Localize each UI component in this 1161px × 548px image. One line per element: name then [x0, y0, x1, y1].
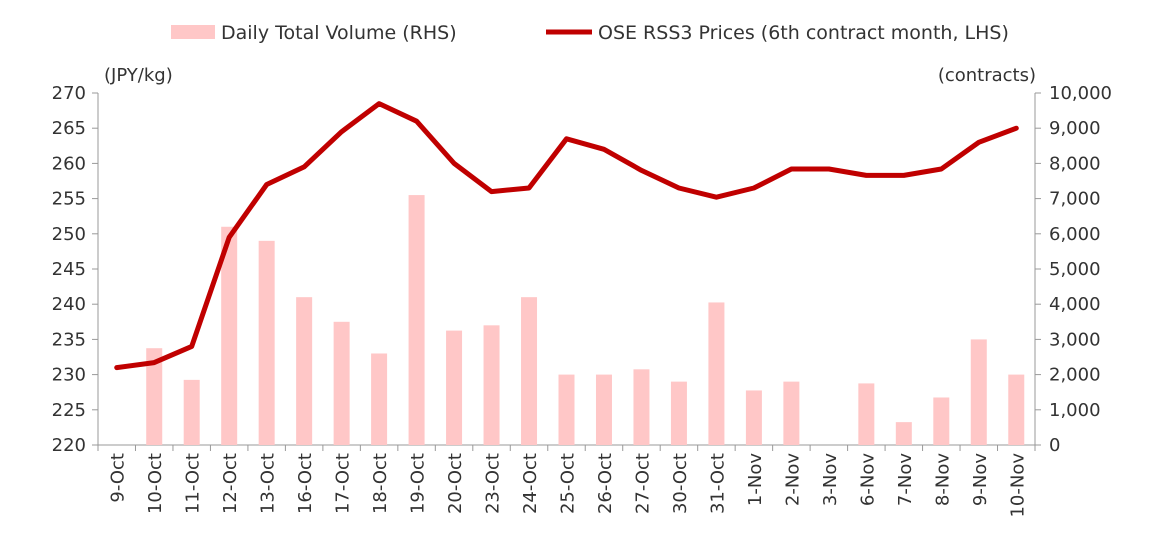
x-tick-label: 9-Oct [108, 453, 129, 503]
x-tick-label: 16-Oct [295, 453, 316, 514]
y-left-tick-label: 260 [52, 153, 86, 174]
volume-bar [670, 381, 687, 445]
y-right-tick-label: 8,000 [1049, 153, 1101, 174]
x-tick-label: 9-Nov [970, 453, 991, 506]
y-right-tick-label: 2,000 [1049, 365, 1101, 386]
volume-bar [708, 302, 725, 445]
volume-bar [258, 240, 275, 445]
legend-swatch-volume [171, 25, 215, 39]
x-tick-label: 7-Nov [895, 453, 916, 506]
volume-bar [783, 381, 800, 445]
y-right-tick-label: 9,000 [1049, 118, 1101, 139]
volume-bar [296, 297, 313, 445]
y-right-tick-label: 3,000 [1049, 329, 1101, 350]
x-tick-label: 8-Nov [932, 453, 953, 506]
x-tick-label: 30-Oct [670, 453, 691, 514]
x-tick-label: 3-Nov [820, 453, 841, 506]
y-right-tick-label: 4,000 [1049, 294, 1101, 315]
y-right-tick-label: 1,000 [1049, 400, 1101, 421]
x-tick-label: 19-Oct [408, 453, 429, 514]
y-left-ticks: 220 225 230 235 240 245 250 255 260 265 270 [52, 83, 98, 456]
volume-bar [858, 383, 875, 445]
volume-bar [483, 325, 500, 445]
x-tick-label: 10-Nov [1007, 453, 1028, 518]
y-left-tick-label: 250 [52, 224, 86, 245]
volume-bar [933, 397, 950, 445]
y-left-tick-label: 265 [52, 118, 86, 139]
y-right-tick-label: 7,000 [1049, 189, 1101, 210]
x-tick-label: 24-Oct [520, 453, 541, 514]
legend-label-volume: Daily Total Volume (RHS) [221, 22, 457, 44]
y-right-ticks: 0 1,000 2,000 3,000 4,000 5,000 6,000 7,000 8,00… [1035, 83, 1112, 456]
price-line-group [114, 101, 1019, 371]
x-tick-label: 20-Oct [445, 453, 466, 514]
legend: Daily Total Volume (RHS) OSE RSS3 Prices… [171, 22, 1009, 44]
y-right-axis-label: (contracts) [938, 65, 1036, 86]
volume-bar [1008, 374, 1025, 445]
price-line [114, 101, 1019, 371]
y-left-tick-label: 255 [52, 189, 86, 210]
x-tick-label: 17-Oct [333, 453, 354, 514]
x-tick-label: 1-Nov [745, 453, 766, 506]
y-left-tick-label: 225 [52, 400, 86, 421]
volume-bars [146, 195, 1025, 445]
volume-bar [333, 321, 350, 445]
volume-bar [595, 374, 612, 445]
x-tick-label: 2-Nov [782, 453, 803, 506]
volume-bar [633, 369, 650, 445]
x-tick-label: 31-Oct [707, 453, 728, 514]
x-tick-label: 26-Oct [595, 453, 616, 514]
y-left-tick-label: 220 [52, 435, 86, 456]
x-tick-label: 13-Oct [258, 453, 279, 514]
x-tick-label: 10-Oct [145, 453, 166, 514]
x-tick-label: 12-Oct [220, 453, 241, 514]
x-ticks: 9-Oct 10-Oct 11-Oct 12-Oct 13-Oct 16-Oct 17-Oc… [97, 445, 1036, 518]
x-tick-label: 18-Oct [370, 453, 391, 514]
volume-bar [183, 379, 200, 445]
y-left-tick-label: 240 [52, 294, 86, 315]
y-left-axis-label: (JPY/kg) [104, 65, 173, 86]
y-right-tick-label: 10,000 [1049, 83, 1112, 104]
x-tick-label: 6-Nov [857, 453, 878, 506]
volume-bar [521, 297, 538, 445]
volume-bar [146, 348, 163, 445]
volume-bar [895, 422, 912, 445]
y-left-tick-label: 270 [52, 83, 86, 104]
volume-bar [970, 339, 987, 445]
volume-bar [745, 390, 762, 445]
x-tick-label: 23-Oct [483, 453, 504, 514]
y-right-tick-label: 6,000 [1049, 224, 1101, 245]
x-tick-label: 11-Oct [183, 453, 204, 514]
volume-bar [446, 330, 463, 445]
y-right-tick-label: 0 [1049, 435, 1060, 456]
volume-bar [221, 226, 238, 445]
volume-bar [371, 353, 388, 445]
volume-bar [558, 374, 575, 445]
x-tick-label: 25-Oct [558, 453, 579, 514]
y-right-tick-label: 5,000 [1049, 259, 1101, 280]
y-left-tick-label: 230 [52, 365, 86, 386]
legend-label-price: OSE RSS3 Prices (6th contract month, LHS… [598, 22, 1009, 44]
y-left-tick-label: 235 [52, 329, 86, 350]
x-tick-label: 27-Oct [632, 453, 653, 514]
volume-bar [408, 195, 425, 445]
y-left-tick-label: 245 [52, 259, 86, 280]
